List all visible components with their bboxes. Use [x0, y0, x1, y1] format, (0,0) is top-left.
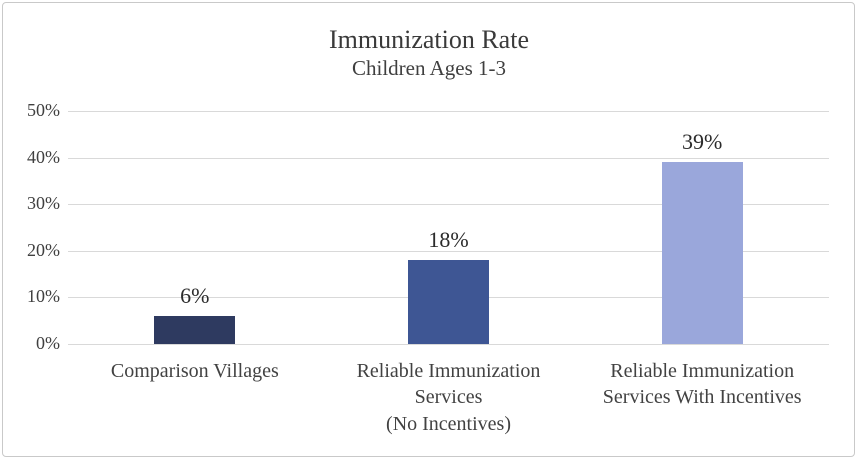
bar-reliable-services-no-incentives	[408, 260, 489, 344]
bar-column-reliable-services-with-incentives: 39%	[575, 111, 829, 344]
gridline	[68, 111, 829, 112]
y-tick-label: 30%	[27, 193, 60, 214]
category-label-reliable-services-with-incentives: Reliable Immunization Services With Ince…	[602, 360, 802, 409]
gridline	[68, 250, 829, 252]
category-label-reliable-services-no-incentives: Reliable Immunization Services (No Incen…	[356, 360, 541, 435]
y-tick-label: 40%	[27, 146, 60, 167]
bar-value-label: 18%	[428, 227, 469, 253]
bars-row: 6% 18% 39%	[68, 111, 829, 344]
y-axis: 50% 40% 30% 20% 10% 0%	[14, 100, 60, 353]
plot-area: 6% 18% 39%	[68, 111, 829, 345]
chart-title: Immunization Rate	[328, 25, 529, 54]
y-tick-label: 10%	[27, 286, 60, 307]
y-tick-label: 50%	[27, 100, 60, 121]
bar-comparison-villages	[154, 316, 236, 344]
category-label-comparison-villages: Comparison Villages	[110, 360, 279, 382]
x-axis: Comparison Villages Reliable Immunizatio…	[68, 358, 829, 437]
gridline	[68, 344, 829, 345]
gridline	[68, 157, 829, 159]
bar-column-comparison-villages: 6%	[68, 111, 322, 344]
gridline	[68, 204, 829, 206]
bar-value-label: 39%	[682, 129, 723, 155]
title-block: Immunization Rate Children Ages 1-3	[0, 24, 858, 81]
y-tick-label: 20%	[27, 239, 60, 260]
chart-subtitle: Children Ages 1-3	[352, 56, 506, 81]
bar-column-reliable-services-no-incentives: 18%	[322, 111, 576, 344]
bar-reliable-services-with-incentives	[661, 162, 743, 344]
bar-value-label: 6%	[180, 283, 210, 309]
y-tick-label: 0%	[36, 333, 60, 354]
